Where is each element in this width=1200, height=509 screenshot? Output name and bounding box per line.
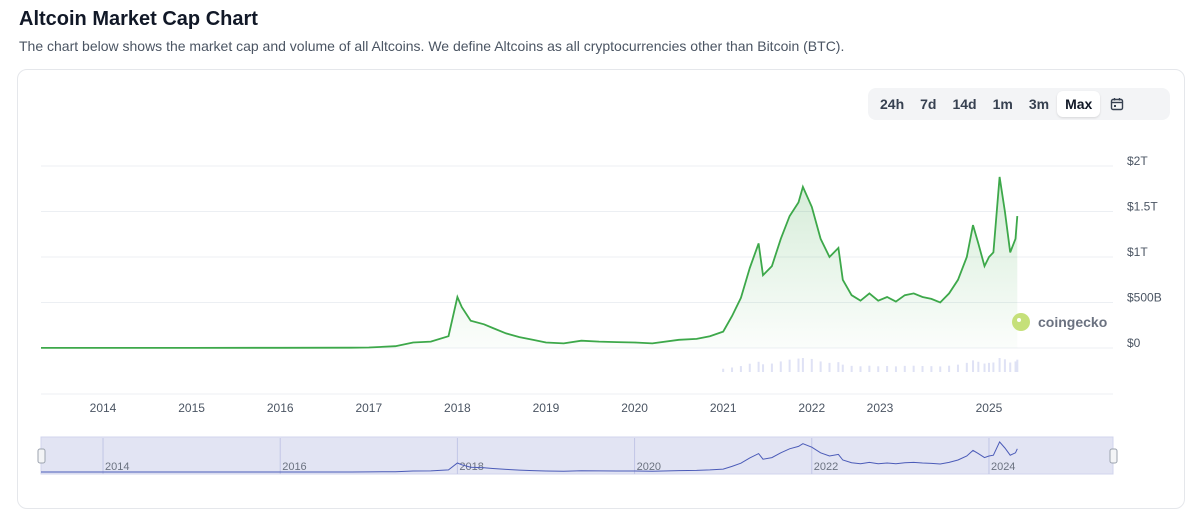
y-tick-label: $1.5T xyxy=(1127,200,1158,214)
volume-bar xyxy=(903,365,906,372)
volume-bar xyxy=(939,366,942,372)
volume-bar xyxy=(983,363,986,372)
volume-bar xyxy=(739,366,742,372)
navigator-line xyxy=(41,440,1018,473)
navigator-label: 2022 xyxy=(814,461,838,473)
y-tick-label: $2T xyxy=(1127,154,1148,168)
x-tick-label: 2017 xyxy=(355,401,382,415)
range-button-24h[interactable]: 24h xyxy=(880,96,905,112)
volume-bar xyxy=(1003,359,1006,372)
volume-bar xyxy=(797,358,800,372)
navigator-label: 2014 xyxy=(105,461,129,473)
y-tick-label: $0 xyxy=(1127,336,1141,350)
navigator-label: 2016 xyxy=(282,461,306,473)
volume-bars xyxy=(722,358,1019,372)
grid-lines xyxy=(41,165,1113,395)
volume-bar xyxy=(779,361,782,372)
y-tick-label: $500B xyxy=(1127,291,1162,305)
volume-bar xyxy=(841,364,844,372)
volume-bar xyxy=(828,362,831,372)
volume-bar xyxy=(956,364,959,372)
y-tick-label: $1T xyxy=(1127,245,1148,259)
volume-bar xyxy=(998,358,1001,372)
range-button-1m[interactable]: 1m xyxy=(992,96,1013,112)
range-button-3m[interactable]: 3m xyxy=(1028,96,1050,112)
x-tick-label: 2014 xyxy=(90,401,117,415)
volume-bar xyxy=(921,366,924,372)
navigator-label: 2020 xyxy=(637,461,661,473)
x-axis-ticks: 2014 2015 2016 2017 2018 2019 2020 2021 2022 2023… xyxy=(90,401,1003,415)
volume-bar xyxy=(972,360,975,372)
volume-bar xyxy=(1016,359,1019,372)
volume-bar xyxy=(930,366,933,372)
x-tick-label: 2019 xyxy=(533,401,560,415)
volume-bar xyxy=(810,358,813,372)
gecko-logo-icon xyxy=(1012,313,1030,331)
volume-bar xyxy=(1014,361,1017,372)
altcoin-market-cap-chart: $0$500B$1T$1.5T$2T 2014 2015 2016 2017 2018 2… xyxy=(37,154,1162,475)
volume-bar xyxy=(868,365,871,372)
volume-bar xyxy=(886,366,889,372)
volume-bar xyxy=(965,362,968,372)
volume-bar xyxy=(757,361,760,372)
volume-bar xyxy=(837,362,840,372)
calendar-icon xyxy=(1111,98,1124,111)
navigator-label: 2024 xyxy=(991,461,1015,473)
coingecko-watermark: coingecko xyxy=(1012,313,1107,331)
calendar-button[interactable] xyxy=(1100,91,1134,117)
volume-bar xyxy=(770,363,773,372)
time-range-selector: 24h 7d 14d 1m 3m Max xyxy=(868,88,1170,120)
x-tick-label: 2018 xyxy=(444,401,471,415)
navigator-left-handle[interactable] xyxy=(37,448,46,464)
volume-bar xyxy=(850,365,853,372)
x-tick-label: 2020 xyxy=(621,401,648,415)
x-tick-label: 2021 xyxy=(710,401,737,415)
volume-bar xyxy=(977,361,980,372)
x-tick-label: 2015 xyxy=(178,401,205,415)
volume-bar xyxy=(748,363,751,372)
x-tick-label: 2025 xyxy=(976,401,1003,415)
volume-bar xyxy=(731,367,734,372)
page-subtitle: The chart below shows the market cap and… xyxy=(19,38,845,54)
x-tick-label: 2016 xyxy=(267,401,294,415)
x-tick-label: 2022 xyxy=(798,401,825,415)
volume-bar xyxy=(987,362,990,372)
watermark-text: coingecko xyxy=(1038,314,1107,330)
navigator-selection[interactable] xyxy=(40,436,1114,475)
volume-bar xyxy=(912,365,915,372)
navigator[interactable]: 2014 2016 2018 2020 2022 2024 xyxy=(37,436,1118,475)
range-button-max[interactable]: Max xyxy=(1057,91,1101,117)
volume-bar xyxy=(894,366,897,372)
volume-bar xyxy=(859,366,862,372)
navigator-labels: 2014 2016 2018 2020 2022 2024 xyxy=(102,438,1015,474)
range-button-7d[interactable]: 7d xyxy=(920,96,937,112)
range-button-14d[interactable]: 14d xyxy=(952,96,977,112)
market-cap-line xyxy=(41,176,1019,349)
navigator-right-handle[interactable] xyxy=(1109,448,1118,464)
x-tick-label: 2023 xyxy=(867,401,894,415)
volume-bar xyxy=(801,358,804,372)
y-axis-ticks: $0 $500B $1T $1.5T $2T xyxy=(1127,154,1162,350)
volume-bar xyxy=(992,362,995,372)
market-cap-area xyxy=(41,176,1018,348)
page-title: Altcoin Market Cap Chart xyxy=(19,8,258,30)
volume-bar xyxy=(948,365,951,372)
volume-bar xyxy=(722,368,725,372)
volume-bar xyxy=(788,359,791,372)
volume-bar xyxy=(762,364,765,372)
volume-bar xyxy=(1009,362,1012,372)
volume-bar xyxy=(877,366,880,372)
volume-bar xyxy=(819,361,822,372)
